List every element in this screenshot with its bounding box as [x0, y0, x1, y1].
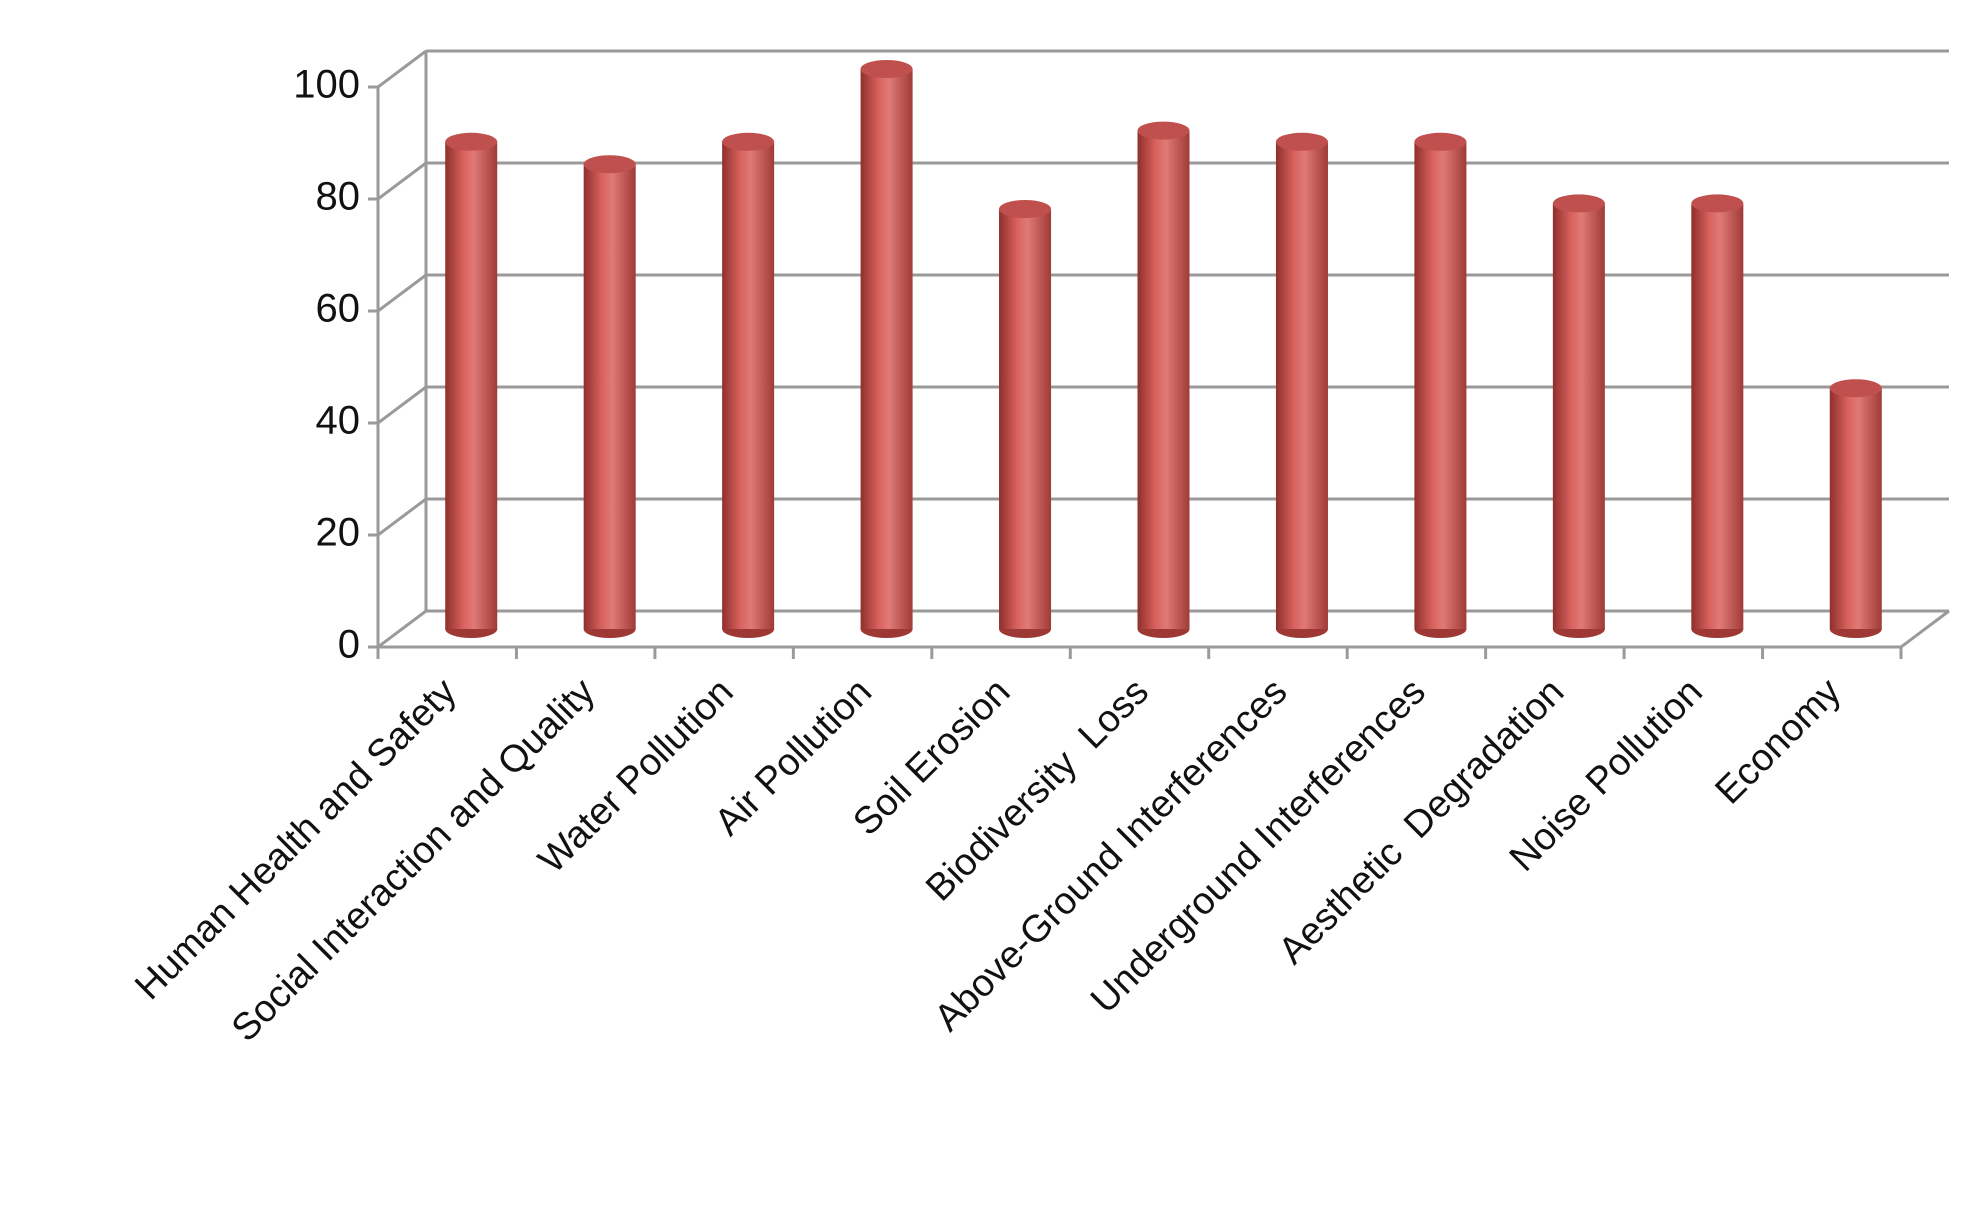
- floor-edge: [1900, 609, 1950, 649]
- grid-line: [377, 161, 427, 201]
- bar-top: [722, 132, 775, 151]
- bar: [1691, 203, 1744, 629]
- grid-line: [377, 497, 427, 537]
- bar: [583, 164, 636, 629]
- bar: [1552, 203, 1605, 629]
- y-tick-label: 20: [316, 511, 361, 555]
- bar-top: [1829, 379, 1882, 398]
- bar-top: [999, 200, 1052, 218]
- bar-top: [1414, 132, 1467, 151]
- grid-line: [377, 273, 427, 313]
- bar-top: [1137, 121, 1190, 140]
- bar-top: [1552, 194, 1605, 213]
- bar: [860, 69, 913, 629]
- grid-line: [377, 385, 427, 425]
- bar-top: [445, 132, 498, 151]
- y-tick-label: 100: [293, 63, 360, 107]
- bar-top: [583, 155, 636, 174]
- bar-top: [860, 60, 913, 78]
- bar: [445, 141, 498, 630]
- grid-line: [377, 609, 427, 649]
- bar-top: [1691, 194, 1744, 213]
- bar: [1829, 388, 1882, 629]
- bar: [1275, 141, 1328, 630]
- grid-line: [377, 49, 427, 89]
- bar: [722, 141, 775, 630]
- bar-top: [1275, 132, 1328, 151]
- bar: [999, 209, 1052, 629]
- x-tick-label: Economy: [1708, 671, 1850, 813]
- y-tick-label: 40: [316, 399, 361, 443]
- x-tick-label: Aesthetic Degradation: [1271, 671, 1573, 973]
- y-tick-label: 60: [316, 287, 361, 331]
- y-tick-label: 0: [338, 623, 360, 667]
- bar: [1137, 130, 1190, 629]
- bar: [1414, 141, 1467, 630]
- y-tick-label: 80: [316, 175, 361, 219]
